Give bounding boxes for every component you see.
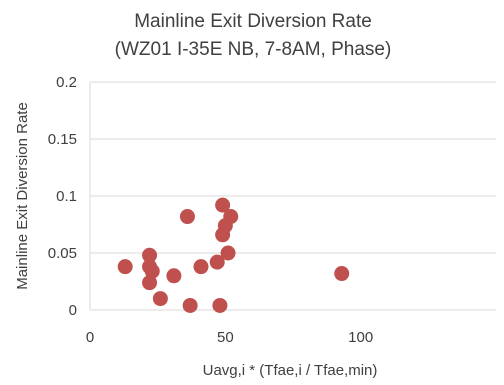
data-points	[117, 197, 350, 313]
y-tick-label: 0.05	[48, 245, 77, 262]
x-tick-label: 50	[217, 329, 234, 346]
y-tick-label: 0	[69, 302, 77, 319]
chart-title-line-2: (WZ01 I-35E NB, 7-8AM, Phase)	[115, 39, 392, 60]
chart-title-line-1: Mainline Exit Diversion Rate	[134, 11, 372, 32]
data-point	[182, 297, 198, 313]
gridlines	[89, 81, 496, 311]
x-tick-label: 100	[348, 329, 373, 346]
y-tick-label: 0.2	[56, 74, 77, 91]
y-axis-label: Mainline Exit Diversion Rate	[14, 102, 31, 290]
data-point	[166, 268, 182, 284]
y-tick-labels: 0 0.05 0.1 0.15 0.2	[48, 74, 77, 319]
x-axis-label: Uavg,i * (Tfae,i / Tfae,min)	[203, 362, 378, 379]
data-point	[215, 227, 231, 243]
data-point	[193, 259, 209, 275]
data-point	[117, 259, 133, 275]
y-tick-label: 0.1	[56, 188, 77, 205]
y-tick-label: 0.15	[48, 131, 77, 148]
x-tick-label: 0	[86, 329, 94, 346]
data-point	[142, 247, 158, 263]
data-point	[220, 245, 236, 261]
data-point	[179, 209, 195, 225]
x-tick-labels: 0 50 100	[86, 329, 373, 346]
data-point	[215, 197, 231, 213]
data-point	[209, 254, 225, 270]
data-point	[212, 297, 228, 313]
data-point	[334, 266, 350, 282]
data-point	[223, 209, 239, 225]
data-point	[142, 275, 158, 291]
data-point	[144, 263, 160, 279]
data-point	[152, 291, 168, 307]
